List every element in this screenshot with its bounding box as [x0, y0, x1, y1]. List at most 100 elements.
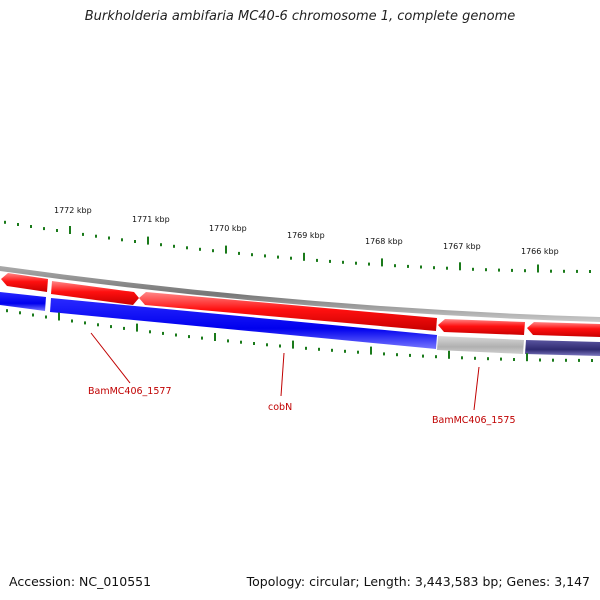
ruler-minor-tick [108, 236, 110, 240]
ruler-major-tick [147, 236, 149, 245]
ruler-minor-tick [149, 330, 151, 334]
genome-summary-text: Topology: circular; Length: 3,443,583 bp… [246, 574, 590, 589]
ruler-major-tick [58, 312, 60, 321]
ruler-minor-tick [160, 243, 162, 247]
ruler-major-tick [370, 346, 372, 355]
ruler-minor-tick [513, 358, 515, 361]
ruler-minor-tick [45, 315, 47, 319]
ruler-minor-tick [329, 259, 331, 263]
ruler-minor-tick [95, 234, 97, 238]
ruler-minor-tick [331, 348, 333, 352]
ruler-minor-tick [472, 267, 474, 271]
ruler-minor-tick [316, 258, 318, 262]
ruler-minor-tick [409, 353, 411, 357]
gene-label-1575[interactable]: BamMC406_1575 [432, 415, 515, 426]
ruler-minor-tick [71, 319, 73, 323]
ruler-minor-tick [253, 342, 255, 345]
ruler-minor-tick [134, 240, 136, 243]
ruler-minor-tick [563, 269, 565, 273]
tick-label: 1766 kbp [521, 247, 559, 256]
ruler-minor-tick [396, 353, 398, 357]
tick-label: 1767 kbp [443, 242, 481, 251]
ruler-minor-tick [511, 268, 513, 272]
gene-reverse-cobN[interactable] [50, 298, 437, 349]
ruler-minor-tick [290, 256, 292, 260]
ruler-minor-tick [407, 264, 409, 268]
gene-forward-1[interactable] [1, 273, 48, 292]
ruler-major-tick [459, 262, 461, 271]
gene-reverse-1[interactable] [0, 292, 46, 311]
ruler-minor-tick [420, 265, 422, 269]
ruler-minor-tick [357, 350, 359, 354]
label-leader [473, 366, 480, 411]
ruler-minor-tick [461, 356, 463, 360]
ruler-minor-tick [199, 247, 201, 251]
ruler-minor-tick [277, 255, 279, 259]
ruler-major-tick [214, 333, 216, 341]
ruler-major-tick [448, 350, 450, 359]
ruler-minor-tick [110, 325, 112, 329]
ruler-ticks-top [4, 220, 591, 273]
ruler-minor-tick [227, 339, 229, 343]
gene-forward-3[interactable] [139, 292, 437, 331]
ruler-minor-tick [524, 269, 526, 273]
ruler-minor-tick [500, 357, 502, 361]
ruler-ticks-bottom [6, 309, 593, 362]
tick-label: 1771 kbp [132, 215, 170, 224]
gene-label-cobN[interactable]: cobN [268, 402, 292, 413]
ruler-major-tick [526, 353, 528, 362]
ruler-minor-tick [589, 270, 591, 273]
gene-forward-5[interactable] [527, 322, 600, 337]
accession-text: Accession: NC_010551 [9, 574, 152, 589]
ruler-minor-tick [17, 223, 19, 226]
ruler-minor-tick [123, 326, 125, 330]
gene-reverse-2[interactable] [525, 340, 600, 356]
ruler-minor-tick [201, 336, 203, 340]
ruler-minor-tick [121, 238, 123, 242]
ruler-minor-tick [162, 331, 164, 335]
tick-label: 1772 kbp [54, 206, 92, 215]
ruler-minor-tick [498, 268, 500, 272]
gene-pseudo-1575[interactable] [437, 336, 524, 354]
gene-label-1577[interactable]: BamMC406_1577 [88, 386, 171, 397]
ruler-minor-tick [539, 358, 541, 362]
ruler-minor-tick [422, 354, 424, 358]
gene-forward-4[interactable] [438, 319, 525, 335]
ruler-minor-tick [264, 254, 266, 258]
ruler-major-tick [292, 340, 294, 349]
ruler-minor-tick [318, 347, 320, 351]
ruler-minor-tick [30, 225, 32, 228]
ruler-minor-tick [368, 262, 370, 266]
ruler-minor-tick [305, 346, 307, 350]
map-title: Burkholderia ambifaria MC40-6 chromosome… [84, 9, 516, 24]
ruler-minor-tick [433, 266, 435, 270]
ruler-minor-tick [43, 227, 45, 231]
label-leader [90, 332, 131, 384]
ruler-minor-tick [576, 269, 578, 273]
ruler-minor-tick [342, 260, 344, 264]
ruler-minor-tick [266, 343, 268, 347]
ruler-minor-tick [394, 264, 396, 268]
ruler-minor-tick [32, 313, 34, 317]
ruler-major-tick [225, 245, 227, 254]
chromosome-backbone [0, 266, 600, 322]
ruler-minor-tick [19, 311, 21, 315]
ruler-minor-tick [474, 356, 476, 360]
ruler-minor-tick [82, 232, 84, 236]
tick-label: 1768 kbp [365, 237, 403, 246]
ruler-minor-tick [6, 309, 8, 313]
ruler-minor-tick [97, 323, 99, 327]
ruler-minor-tick [446, 266, 448, 270]
ruler-minor-tick [240, 340, 242, 344]
ruler-minor-tick [485, 268, 487, 272]
ruler-minor-tick [344, 349, 346, 353]
gene-forward-2[interactable] [51, 281, 139, 305]
tick-label: 1770 kbp [209, 224, 247, 233]
ruler-minor-tick [550, 269, 552, 273]
ruler-minor-tick [84, 321, 86, 325]
ruler-minor-tick [173, 244, 175, 248]
ruler-minor-tick [4, 220, 6, 224]
ruler-minor-tick [175, 333, 177, 337]
ruler-minor-tick [355, 261, 357, 265]
